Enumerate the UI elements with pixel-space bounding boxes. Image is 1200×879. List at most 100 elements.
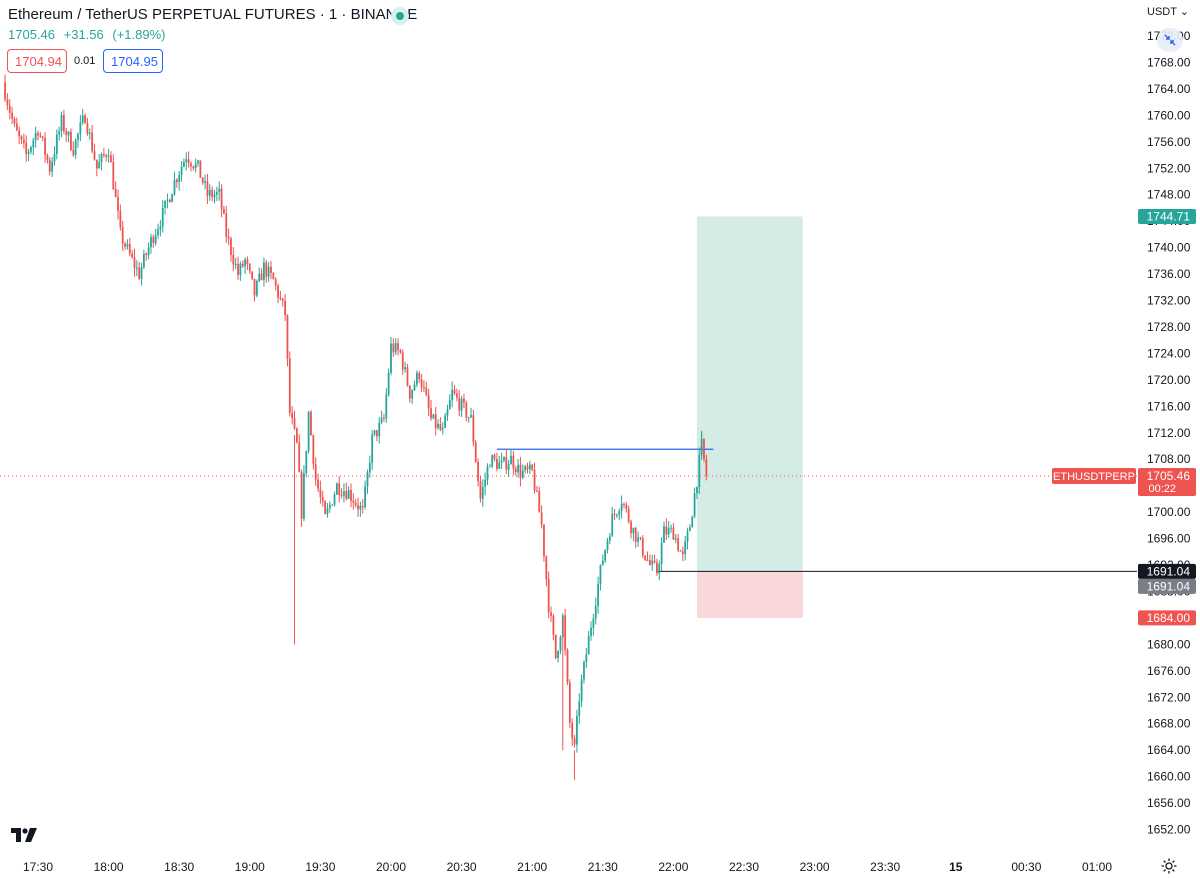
candle bbox=[630, 521, 632, 534]
candle bbox=[705, 459, 708, 476]
candle bbox=[357, 505, 359, 510]
candle bbox=[354, 502, 357, 506]
x-tick-label: 19:00 bbox=[235, 860, 265, 874]
market-status-icon[interactable] bbox=[391, 7, 409, 25]
candle bbox=[634, 527, 637, 542]
candle bbox=[568, 682, 571, 723]
candle bbox=[135, 267, 138, 269]
target-zone[interactable] bbox=[696, 216, 803, 572]
candle bbox=[637, 537, 639, 542]
candle bbox=[463, 398, 465, 403]
candle bbox=[703, 438, 705, 460]
candle bbox=[533, 469, 536, 491]
x-tick-label: 19:30 bbox=[305, 860, 335, 874]
candle bbox=[213, 194, 216, 198]
candle bbox=[632, 527, 635, 534]
candle bbox=[81, 115, 84, 123]
target-price-label: 1744.71 bbox=[1147, 209, 1191, 223]
x-tick-label: 21:00 bbox=[517, 860, 547, 874]
sell-price-button[interactable]: 1704.94 bbox=[7, 49, 67, 73]
candle bbox=[133, 257, 136, 269]
stop-zone[interactable] bbox=[696, 571, 803, 618]
x-tick-label: 22:30 bbox=[729, 860, 759, 874]
candle bbox=[486, 466, 489, 480]
candle bbox=[211, 189, 214, 198]
candle bbox=[418, 372, 421, 380]
candle bbox=[651, 560, 654, 565]
candle bbox=[230, 238, 232, 255]
candle bbox=[143, 253, 145, 268]
candle bbox=[674, 538, 677, 540]
candle bbox=[613, 513, 616, 515]
candle bbox=[46, 154, 49, 161]
candle bbox=[496, 459, 498, 469]
candle bbox=[223, 208, 225, 214]
candle bbox=[121, 227, 124, 244]
candle bbox=[618, 511, 621, 515]
candle bbox=[270, 266, 272, 273]
candle bbox=[399, 350, 402, 353]
candle bbox=[65, 131, 68, 136]
candle bbox=[641, 538, 644, 556]
x-tick-label: 15 bbox=[949, 860, 963, 874]
candle bbox=[465, 402, 468, 418]
candle bbox=[74, 139, 77, 156]
candle bbox=[392, 343, 395, 353]
x-tick-label: 00:30 bbox=[1011, 860, 1041, 874]
last-price-label: 1705.46 bbox=[1147, 469, 1191, 483]
candle bbox=[408, 385, 411, 399]
candle bbox=[138, 267, 141, 279]
candle bbox=[500, 460, 503, 463]
quote-line: 1705.46 +31.56 (+1.89%) bbox=[8, 27, 171, 42]
last-price: 1705.46 bbox=[8, 27, 55, 42]
candle bbox=[512, 455, 515, 469]
x-tick-label: 23:00 bbox=[800, 860, 830, 874]
candle bbox=[53, 153, 56, 162]
candle bbox=[112, 162, 115, 189]
candle bbox=[347, 489, 350, 499]
candle bbox=[227, 236, 230, 239]
candle bbox=[448, 399, 451, 410]
candle bbox=[437, 423, 439, 428]
price-change-percent: (+1.89%) bbox=[112, 27, 166, 42]
candle bbox=[131, 253, 134, 258]
symbol-title[interactable]: Ethereum / TetherUS PERPETUAL FUTURES · … bbox=[8, 6, 418, 23]
candle bbox=[397, 343, 399, 351]
candle bbox=[114, 188, 117, 198]
candle bbox=[484, 479, 487, 488]
currency-selector[interactable]: USDT ⌄ bbox=[1147, 6, 1190, 18]
x-tick-label: 18:30 bbox=[164, 860, 194, 874]
candle bbox=[284, 300, 286, 316]
candle bbox=[491, 455, 494, 467]
candle bbox=[672, 527, 675, 540]
candle bbox=[658, 563, 661, 574]
candle bbox=[305, 450, 308, 474]
candle bbox=[239, 263, 242, 275]
settings-gear-icon[interactable] bbox=[1160, 857, 1178, 875]
candle bbox=[375, 430, 378, 437]
candle bbox=[253, 278, 256, 296]
candle bbox=[140, 267, 143, 279]
collapse-icon[interactable] bbox=[1157, 28, 1183, 52]
currency-label: USDT bbox=[1147, 6, 1177, 18]
buy-price-button[interactable]: 1704.95 bbox=[103, 49, 163, 73]
candle bbox=[526, 466, 529, 470]
candle bbox=[34, 132, 37, 141]
y-tick-label: 1732.00 bbox=[1147, 294, 1191, 308]
candle bbox=[479, 481, 482, 499]
candle bbox=[164, 200, 166, 208]
stop-price-label-bg bbox=[1138, 610, 1196, 626]
candle bbox=[291, 412, 294, 419]
candle bbox=[698, 455, 701, 487]
candle bbox=[700, 438, 703, 456]
candle bbox=[521, 470, 524, 478]
candle bbox=[378, 422, 381, 437]
candle bbox=[314, 464, 317, 480]
candle bbox=[258, 273, 261, 281]
candle bbox=[175, 179, 178, 182]
candle bbox=[72, 149, 75, 156]
candle bbox=[472, 415, 475, 443]
tradingview-logo-icon[interactable] bbox=[10, 826, 38, 844]
candle bbox=[20, 136, 23, 140]
